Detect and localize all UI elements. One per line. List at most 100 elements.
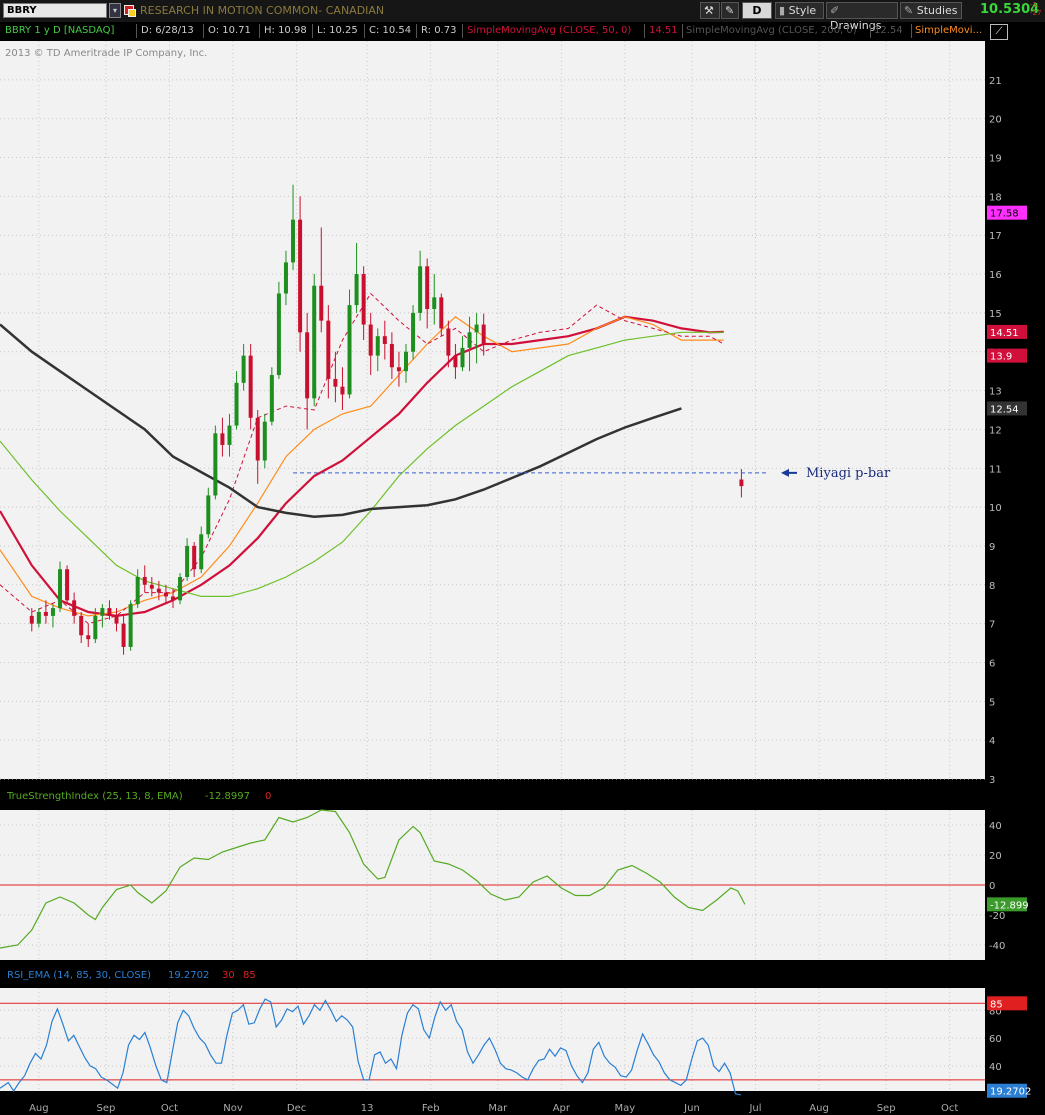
sma200-label: SimpleMovingAvg (CLOSE, 200, 0) [686, 25, 857, 36]
x-tick-label: Aug [809, 1103, 829, 1114]
tsi-title: TrueStrengthIndex (25, 13, 8, EMA) [7, 791, 183, 802]
candle-body [298, 219, 303, 333]
candle-body [375, 336, 380, 356]
y-tick-label: 40 [989, 821, 1002, 832]
sma-line [0, 323, 682, 519]
y-tick-label: 6 [989, 658, 995, 669]
candle-body [739, 479, 744, 487]
candle-body [86, 635, 91, 640]
tsi-badge: -12.899 [990, 900, 1029, 911]
sma-more-label: SimpleMovi... [915, 25, 983, 36]
y-tick-label: 21 [989, 76, 1002, 87]
candle-body [276, 293, 281, 376]
x-tick-label: Oct [941, 1103, 958, 1114]
candle-body [163, 592, 168, 597]
x-tick-label: Mar [488, 1103, 508, 1114]
tsi-zero-label: 0 [265, 791, 272, 802]
rsi-badge: 19.2702 [990, 1087, 1031, 1098]
candle-body [149, 584, 154, 589]
symbol-label: BBRY 1 y D [NASDAQ] [5, 25, 115, 36]
candle-body [368, 324, 373, 356]
y-tick-label: 19 [989, 154, 1002, 165]
y-tick-label: 5 [989, 697, 995, 708]
rsi-line [0, 998, 742, 1096]
price-panel [0, 41, 985, 779]
candle-body [93, 615, 98, 640]
y-tick-label: 9 [989, 542, 995, 553]
candle-body [305, 332, 310, 399]
rsi-level-85-label: 85 [243, 970, 256, 981]
info-separator [416, 24, 417, 38]
candle-body [50, 608, 55, 616]
info-low: L: 10.25 [317, 25, 358, 36]
candle-body [453, 355, 458, 368]
studies-button[interactable]: ✎ Studies [900, 2, 962, 19]
tsi-line [0, 809, 746, 949]
link-yellow-icon[interactable] [128, 9, 136, 17]
candle-body [206, 495, 211, 535]
info-range: R: 0.73 [421, 25, 457, 36]
candle-body [199, 534, 204, 570]
drawings-button[interactable]: ✐ Drawings [826, 2, 898, 32]
company-name: RESEARCH IN MOTION COMMON- CANADIAN [140, 4, 385, 17]
info-separator [911, 24, 912, 38]
studies-icon: ✎ [904, 4, 917, 17]
candle-body [121, 623, 126, 647]
symbol-input[interactable]: BBRY [3, 3, 107, 18]
sma-line [0, 292, 724, 625]
info-separator [312, 24, 313, 38]
candle-body [114, 615, 119, 624]
sma20-badge: 13.9 [990, 352, 1012, 363]
period-button[interactable]: D [742, 2, 772, 19]
candle-body [43, 611, 48, 616]
candle-body [418, 266, 423, 313]
candle-body [192, 545, 197, 570]
annotation-arrow-icon [781, 468, 797, 477]
expand-chart-icon[interactable]: ⟋ [990, 24, 1008, 40]
candle-body [65, 569, 70, 601]
y-tick-label: 40 [989, 1062, 1002, 1073]
wrench-icon[interactable]: ✎ [721, 2, 739, 19]
y-tick-label: 18 [989, 192, 1002, 203]
candle-body [100, 608, 105, 616]
x-tick-label: Sep [96, 1103, 115, 1114]
info-bar [0, 22, 985, 40]
info-separator [259, 24, 260, 38]
candle-body [58, 569, 63, 609]
info-close: C: 10.54 [369, 25, 412, 36]
last-price: 10.5304 [980, 2, 1040, 17]
sma50-badge: 14.51 [990, 328, 1019, 339]
y-tick-label: -40 [989, 941, 1005, 952]
y-tick-label: 15 [989, 309, 1002, 320]
info-separator [462, 24, 463, 38]
rsi-85-badge: 85 [990, 999, 1003, 1010]
candle-body [79, 615, 84, 636]
copyright-notice: 2013 © TD Ameritrade IP Company, Inc. [5, 48, 208, 59]
x-tick-label: Aug [29, 1103, 49, 1114]
candle-body [128, 604, 133, 647]
candle-body [178, 577, 183, 601]
sma20-badge-bg [987, 348, 1027, 363]
candle-body [72, 600, 77, 616]
style-button[interactable]: ▮ Style [775, 2, 824, 19]
symbol-dropdown-icon[interactable]: ▾ [109, 3, 121, 18]
y-tick-label: 11 [989, 464, 1002, 475]
candle-icon: ▮ [779, 4, 789, 17]
tsi-header [0, 789, 985, 809]
candle-body [446, 328, 451, 356]
candle-body [396, 367, 401, 372]
tools-icon[interactable]: ⚒ [700, 2, 720, 19]
candle-body [227, 425, 232, 445]
info-open: O: 10.71 [208, 25, 251, 36]
rsi-85-badge-bg [987, 996, 1027, 1011]
x-tick-label: Sep [877, 1103, 896, 1114]
y-tick-label: 80 [989, 1006, 1002, 1017]
candle-body [185, 545, 190, 578]
rsi-value: 19.2702 [168, 970, 210, 981]
info-separator [364, 24, 365, 38]
candle-body [142, 577, 147, 585]
annotation-text: Miyagi p-bar [806, 466, 891, 481]
x-tick-label: Oct [161, 1103, 178, 1114]
info-separator [203, 24, 204, 38]
candle-body [156, 588, 161, 593]
